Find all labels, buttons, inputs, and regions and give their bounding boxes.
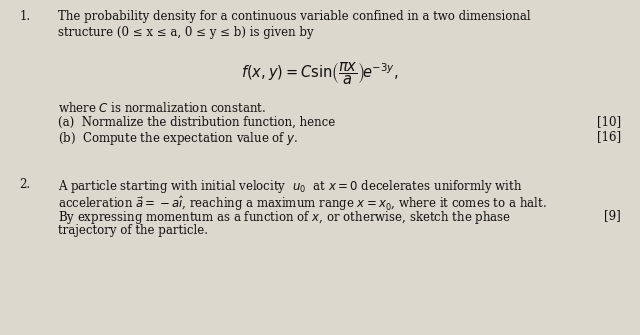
Text: (b)  Compute the expectation value of $y$.: (b) Compute the expectation value of $y$… bbox=[58, 130, 298, 147]
Text: 1.: 1. bbox=[19, 10, 30, 23]
Text: where $C$ is normalization constant.: where $C$ is normalization constant. bbox=[58, 100, 266, 115]
Text: $f(x, y) = C \sin\!\left(\dfrac{\pi x}{a}\right)\!e^{-3y},$: $f(x, y) = C \sin\!\left(\dfrac{\pi x}{a… bbox=[241, 60, 399, 87]
Text: By expressing momentum as a function of $x$, or otherwise, sketch the phase: By expressing momentum as a function of … bbox=[58, 209, 511, 226]
Text: [9]: [9] bbox=[604, 209, 621, 222]
Text: A particle starting with initial velocity  $u_0$  at $x = 0$ decelerates uniform: A particle starting with initial velocit… bbox=[58, 178, 522, 195]
Text: structure (0 ≤ x ≤ a, 0 ≤ y ≤ b) is given by: structure (0 ≤ x ≤ a, 0 ≤ y ≤ b) is give… bbox=[58, 26, 313, 39]
Text: [16]: [16] bbox=[596, 130, 621, 143]
Text: acceleration $\vec{a} = -a\hat{\imath}$, reaching a maximum range $x = x_0$, whe: acceleration $\vec{a} = -a\hat{\imath}$,… bbox=[58, 194, 547, 213]
Text: 2.: 2. bbox=[19, 178, 30, 191]
Text: (a)  Normalize the distribution function, hence: (a) Normalize the distribution function,… bbox=[58, 116, 335, 129]
Text: trajectory of the particle.: trajectory of the particle. bbox=[58, 224, 207, 238]
Text: The probability density for a continuous variable confined in a two dimensional: The probability density for a continuous… bbox=[58, 10, 530, 23]
Text: [10]: [10] bbox=[596, 116, 621, 129]
